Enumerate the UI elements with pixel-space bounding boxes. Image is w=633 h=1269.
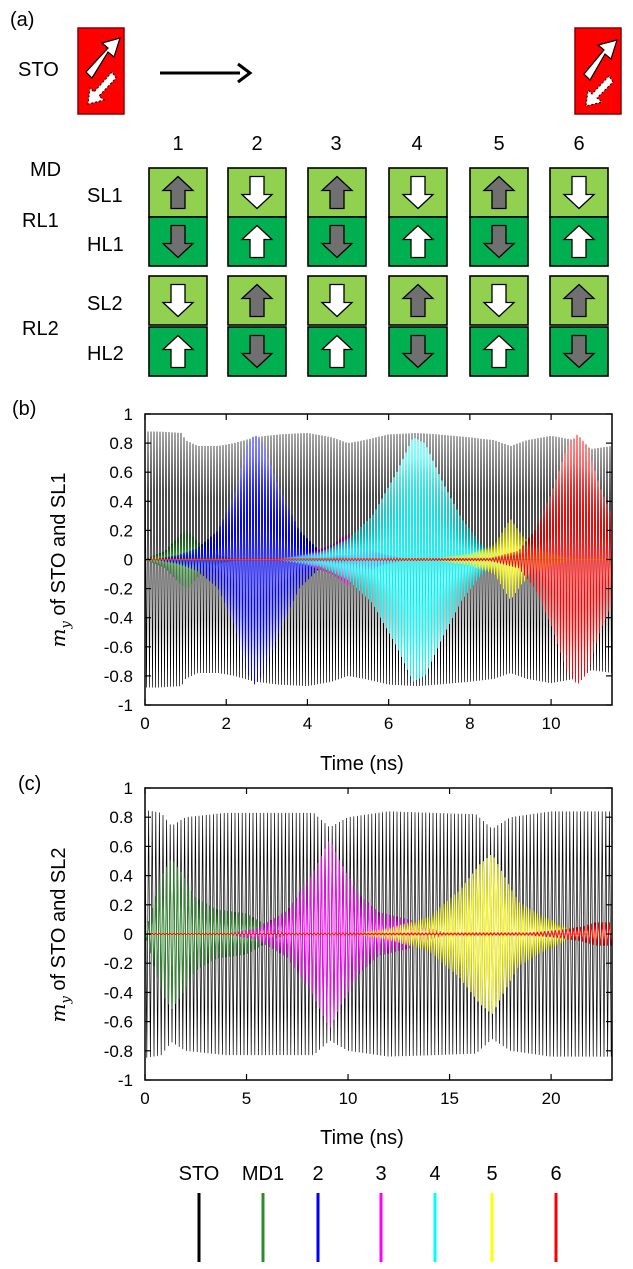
chart-c-ytick-label: 0 [124,925,133,944]
chart-b-ytick-label: -0.6 [104,638,133,657]
chart-b-ylabel: my of STO and SL1 [46,473,74,648]
panel-a: (a) STO MD 1 2 3 4 5 6 SL1 HL1 SL2 HL2 [10,9,622,377]
chart-b-ytick-label: 0.8 [109,434,133,453]
legend-label: STO [179,1163,220,1185]
panel-c-label: (c) [18,773,41,795]
chart-b-xtick-label: 0 [140,714,149,733]
chart-c-xtick-label: 15 [440,1089,459,1108]
chart-c-xtick-label: 0 [140,1089,149,1108]
chart-c-ytick-label: 0.2 [109,896,133,915]
arrow-down-icon [401,175,435,210]
panel-b: (b) 1 0.8 0.6 0.4 0.2 0 -0.2 -0.4 -0.6 -0.8 -1 0 2 4 6… [12,398,613,775]
arrow-up-icon [240,224,274,259]
chart-c-plot: 1 0.8 0.6 0.4 0.2 0 -0.2 -0.4 -0.6 -0.8 -1 0 5 10 15 20 [104,779,613,1108]
arrow-down-icon [320,224,354,259]
arrow-up-icon [482,334,516,369]
chart-b-xtick-label: 10 [542,714,561,733]
chart-c-xtick-label: 10 [339,1089,358,1108]
group-label-rl2: RL2 [22,318,59,340]
chart-c-xtick-label: 20 [542,1089,561,1108]
row-label-sl1: SL1 [87,185,123,207]
sto-label: STO [18,59,59,81]
chart-b-xtick-label: 8 [465,714,474,733]
arrow-up-icon [482,175,516,210]
legend-label: 2 [312,1163,323,1185]
arrow-up-icon [320,334,354,369]
arrow-down-icon [161,224,195,259]
chart-b-ytick-label: -0.8 [104,667,133,686]
column-label: 3 [330,133,341,155]
chart-b-ytick-label: -0.4 [104,609,133,628]
chart-b-xtick-label: 2 [221,714,230,733]
chart-c-xtick-label: 5 [242,1089,251,1108]
arrow-down-icon [562,175,596,210]
chart-c-ytick-label: -0.6 [104,1013,133,1032]
arrow-up-icon [161,175,195,210]
arrow-down-icon [161,283,195,318]
chart-b-ytick-label: -0.2 [104,580,133,599]
column-label: 5 [493,133,504,155]
arrow-up-icon [240,283,274,318]
chart-b-xlabel: Time (ns) [320,753,404,775]
arrow-down-icon [240,334,274,369]
chart-c-ytick-label: 0.4 [109,867,133,886]
chart-b-ytick-label: 0.2 [109,521,133,540]
arrow-down-icon [401,334,435,369]
arrow-down-icon [240,175,274,210]
time-arrow-head [237,62,253,84]
legend-label: 3 [375,1163,386,1185]
chart-b-ytick-label: -1 [118,696,133,715]
arrow-down-icon [482,283,516,318]
panel-c: (c) 1 0.8 0.6 0.4 0.2 0 -0.2 -0.4 -0.6 -0.8 -1 0 5 10… [18,773,613,1149]
column-label: 6 [573,133,584,155]
sto-device-right [574,27,622,115]
chart-c-ytick-label: 1 [124,779,133,798]
panel-b-label: (b) [12,398,36,420]
md-label: MD [30,159,61,181]
sto-device-left [77,27,125,115]
chart-c-ytick-label: -0.4 [104,983,133,1002]
column-label: 4 [411,133,422,155]
chart-c-xlabel: Time (ns) [320,1127,404,1149]
arrow-down-icon [320,283,354,318]
chart-c-ytick-label: -0.2 [104,954,133,973]
chart-b-xtick-label: 6 [384,714,393,733]
arrow-up-icon [401,224,435,259]
legend-label: 4 [429,1163,440,1185]
chart-b-plot: 1 0.8 0.6 0.4 0.2 0 -0.2 -0.4 -0.6 -0.8 -1 0 2 4 6 8 10 [104,405,613,733]
panel-a-label: (a) [10,9,34,31]
legend-label: MD1 [242,1163,284,1185]
arrow-down-icon [562,334,596,369]
chart-c-ylabel: my of STO and SL2 [46,848,74,1023]
column-label: 1 [172,133,183,155]
group-label-rl1: RL1 [22,210,59,232]
chart-b-series-6 [145,434,612,684]
legend: STO MD1 2 3 4 5 6 [179,1163,562,1262]
arrow-up-icon [401,283,435,318]
chart-c-ytick-label: 0.8 [109,808,133,827]
row-label-sl2: SL2 [87,293,123,315]
chart-c-ytick-label: -0.8 [104,1042,133,1061]
column-labels: 1 2 3 4 5 6 [172,133,584,155]
legend-label: 5 [486,1163,497,1185]
layer-grid [148,167,609,377]
chart-b-ytick-label: 0 [124,551,133,570]
chart-b-ytick-label: 1 [124,405,133,424]
arrow-up-icon [320,175,354,210]
arrow-up-icon [562,224,596,259]
chart-c-ytick-label: -1 [118,1071,133,1090]
chart-b-ytick-label: 0.4 [109,492,133,511]
arrow-down-icon [482,224,516,259]
arrow-up-icon [161,334,195,369]
column-label: 2 [251,133,262,155]
chart-c-ytick-label: 0.6 [109,837,133,856]
chart-b-xtick-label: 4 [303,714,312,733]
arrow-up-icon [562,283,596,318]
legend-label: 6 [550,1163,561,1185]
chart-b-ytick-label: 0.6 [109,463,133,482]
row-label-hl1: HL1 [87,234,124,256]
chart-c-series-6 [145,922,612,946]
row-label-hl2: HL2 [87,343,124,365]
